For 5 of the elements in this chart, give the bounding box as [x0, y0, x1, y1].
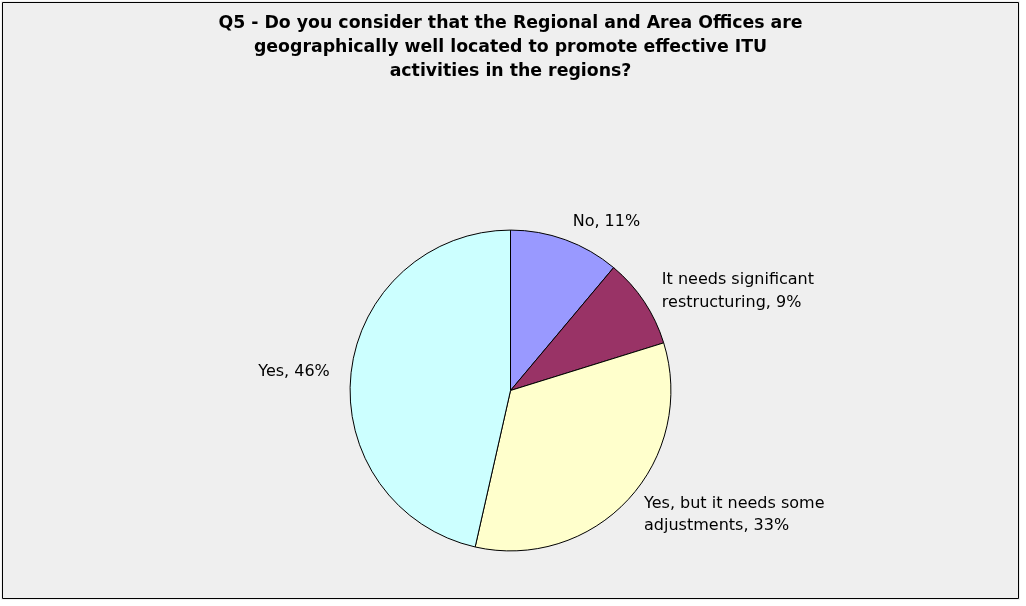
slice-label: It needs significant restructuring, 9%	[661, 269, 814, 311]
slice-label: Yes, but it needs some adjustments, 33%	[643, 492, 825, 535]
slice-label: No, 11%	[572, 210, 641, 230]
chart-title: Q5 - Do you consider that the Regional and Area Offices are geographically well located to promote effective ITU activities in the regions?	[218, 11, 803, 80]
slice-label: Yes, 46%	[257, 360, 330, 380]
